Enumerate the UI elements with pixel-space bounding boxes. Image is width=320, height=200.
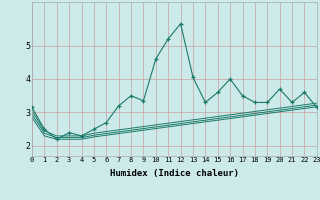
- X-axis label: Humidex (Indice chaleur): Humidex (Indice chaleur): [110, 169, 239, 178]
